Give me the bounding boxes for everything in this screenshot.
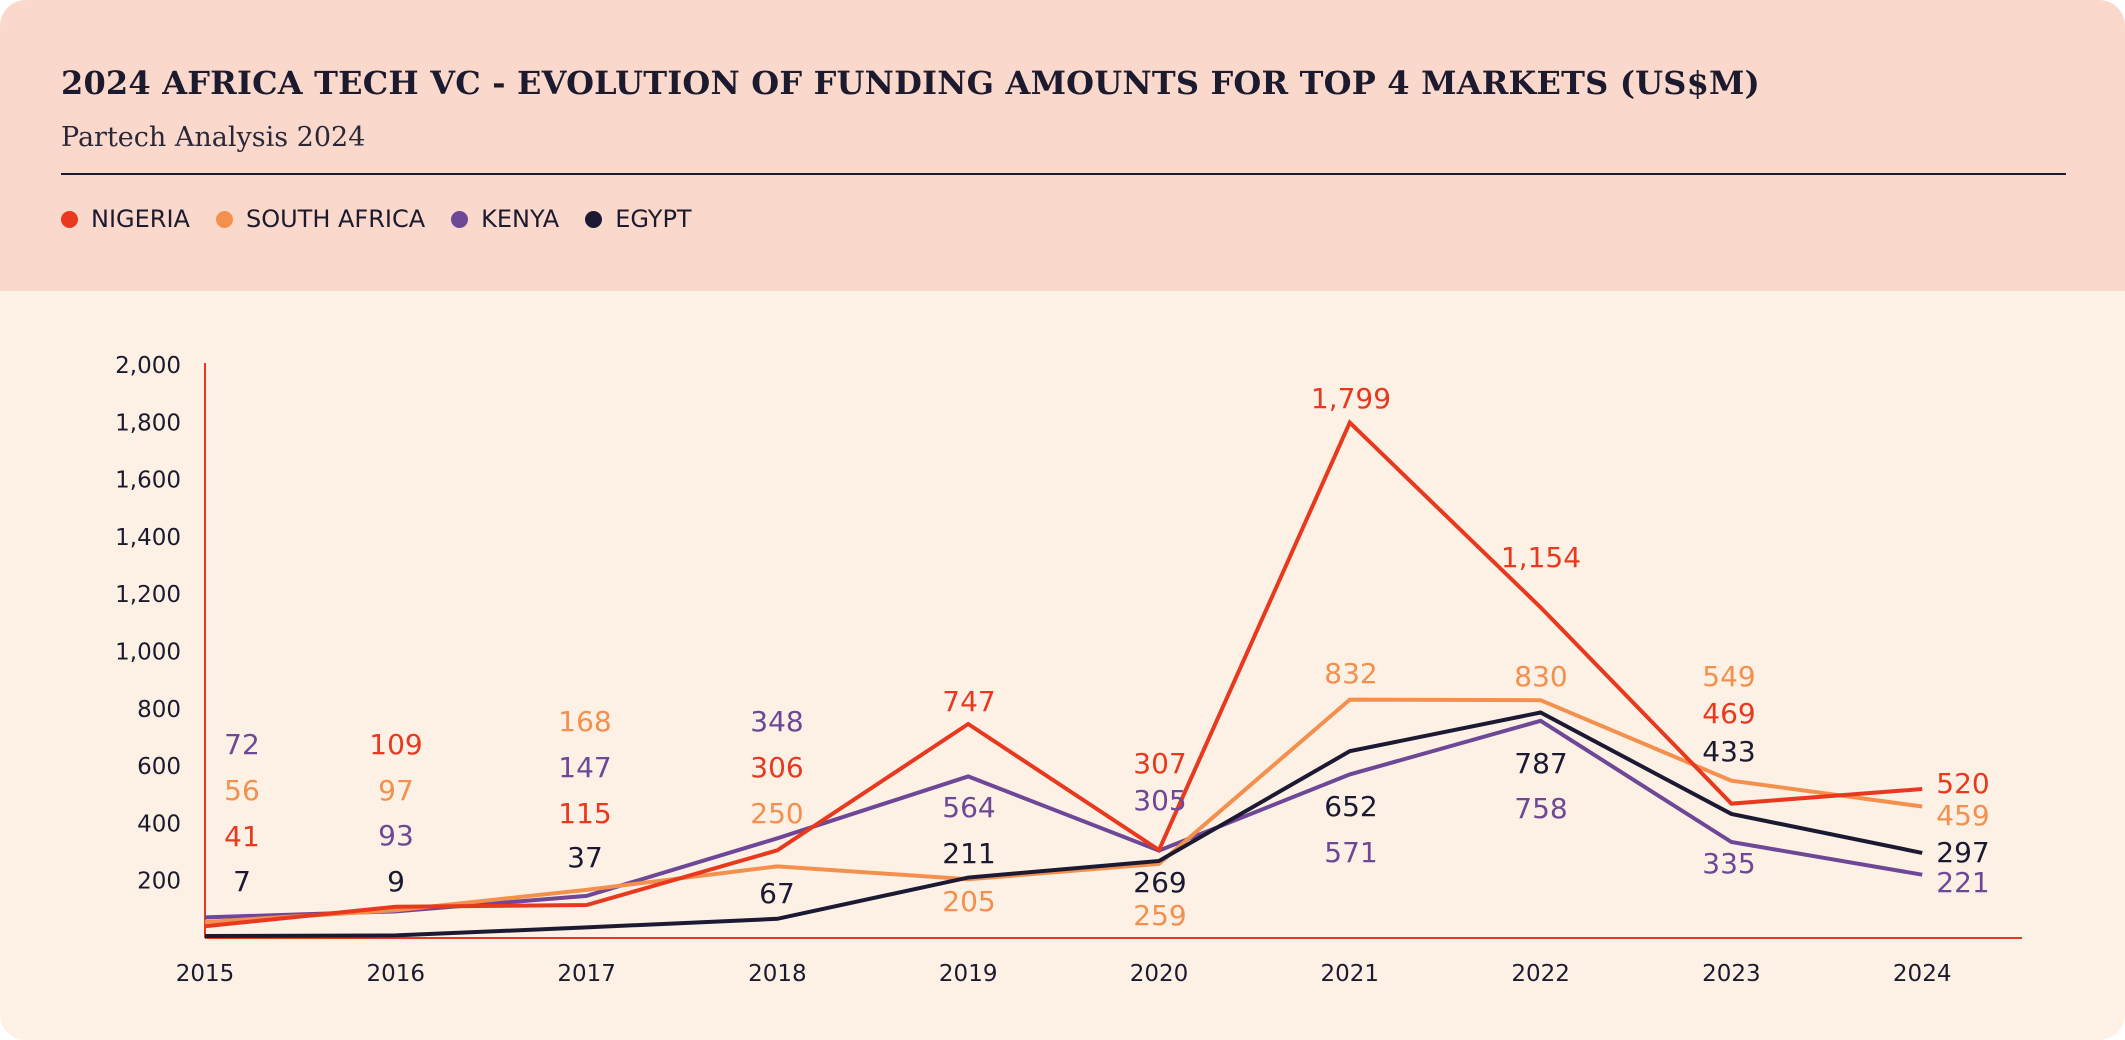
legend-dot-icon <box>61 210 78 228</box>
series-line-nigeria <box>204 419 1923 929</box>
data-label: 520 <box>1936 767 1989 800</box>
x-tick-label: 2015 <box>176 961 235 987</box>
data-label: 109 <box>369 728 422 761</box>
data-label: 306 <box>750 751 803 784</box>
y-tick-label: 600 <box>137 754 181 780</box>
legend-item-nigeria: NIGERIA <box>61 205 190 233</box>
data-label: 168 <box>558 705 611 738</box>
series-line-egypt <box>204 710 1923 938</box>
data-label: 297 <box>1936 836 1989 869</box>
data-label: 37 <box>567 841 603 874</box>
y-tick-label: 1,400 <box>115 525 181 551</box>
data-label: 250 <box>750 797 803 830</box>
data-label: 56 <box>224 774 260 807</box>
legend-dot-icon <box>451 210 469 228</box>
data-label: 211 <box>942 837 995 870</box>
x-tick-label: 2024 <box>1893 961 1952 987</box>
data-label: 1,799 <box>1311 382 1391 415</box>
legend-item-egypt: EGYPT <box>585 205 692 233</box>
legend: NIGERIA SOUTH AFRICA KENYA EGYPT <box>61 205 692 233</box>
data-label: 305 <box>1133 784 1186 817</box>
x-tick-label: 2020 <box>1130 961 1189 987</box>
legend-dot-icon <box>215 210 233 228</box>
data-label: 758 <box>1514 792 1567 825</box>
legend-label: NIGERIA <box>91 205 190 233</box>
data-label: 259 <box>1133 899 1186 932</box>
data-label: 269 <box>1133 866 1186 899</box>
series-line-kenya <box>204 718 1923 920</box>
y-tick-label: 1,800 <box>115 410 181 436</box>
data-label: 348 <box>750 705 803 738</box>
data-label: 115 <box>558 797 611 830</box>
data-label: 221 <box>1936 866 1989 899</box>
legend-item-south-africa: SOUTH AFRICA <box>215 205 426 233</box>
x-tick-label: 2022 <box>1511 961 1570 987</box>
data-label: 93 <box>378 819 414 852</box>
chart-title: 2024 AFRICA TECH VC - EVOLUTION OF FUNDI… <box>61 64 1760 102</box>
y-tick-label: 200 <box>137 869 181 895</box>
legend-label: KENYA <box>481 205 560 233</box>
chart-header: 2024 AFRICA TECH VC - EVOLUTION OF FUNDI… <box>0 0 2125 291</box>
header-divider <box>61 173 2066 175</box>
data-label: 652 <box>1324 790 1377 823</box>
data-label: 97 <box>378 774 414 807</box>
data-label: 7 <box>233 865 251 898</box>
x-tick-label: 2016 <box>367 961 426 987</box>
legend-dot-icon <box>585 210 603 228</box>
data-label: 205 <box>942 885 995 918</box>
data-label: 564 <box>942 791 995 824</box>
data-label: 307 <box>1133 747 1186 780</box>
data-label: 830 <box>1514 660 1567 693</box>
data-label: 747 <box>942 685 995 718</box>
y-tick-label: 800 <box>137 697 181 723</box>
x-tick-label: 2017 <box>557 961 616 987</box>
legend-label: SOUTH AFRICA <box>245 205 426 233</box>
x-tick-label: 2021 <box>1321 961 1380 987</box>
y-tick-label: 400 <box>137 811 181 837</box>
data-label: 469 <box>1702 697 1755 730</box>
data-label: 41 <box>224 820 260 853</box>
legend-label: EGYPT <box>615 205 692 233</box>
data-label: 72 <box>224 728 260 761</box>
x-tick-label: 2018 <box>748 961 807 987</box>
data-label: 832 <box>1324 657 1377 690</box>
data-label: 335 <box>1702 847 1755 880</box>
data-label: 433 <box>1702 735 1755 768</box>
y-tick-label: 1,000 <box>115 640 181 666</box>
x-tick-label: 2019 <box>939 961 998 987</box>
chart-subtitle: Partech Analysis 2024 <box>61 122 366 153</box>
data-label: 787 <box>1514 747 1567 780</box>
data-label: 9 <box>387 865 405 898</box>
data-label: 67 <box>759 877 795 910</box>
data-label: 549 <box>1702 660 1755 693</box>
data-label: 571 <box>1324 836 1377 869</box>
y-tick-label: 2,000 <box>115 353 181 379</box>
data-label: 459 <box>1936 799 1989 832</box>
series-line-south-africa <box>204 697 1923 924</box>
data-label: 147 <box>558 751 611 784</box>
x-tick-label: 2023 <box>1702 961 1761 987</box>
y-tick-label: 1,200 <box>115 582 181 608</box>
data-label: 1,154 <box>1501 541 1581 574</box>
y-tick-label: 1,600 <box>115 468 181 494</box>
legend-item-kenya: KENYA <box>451 205 559 233</box>
